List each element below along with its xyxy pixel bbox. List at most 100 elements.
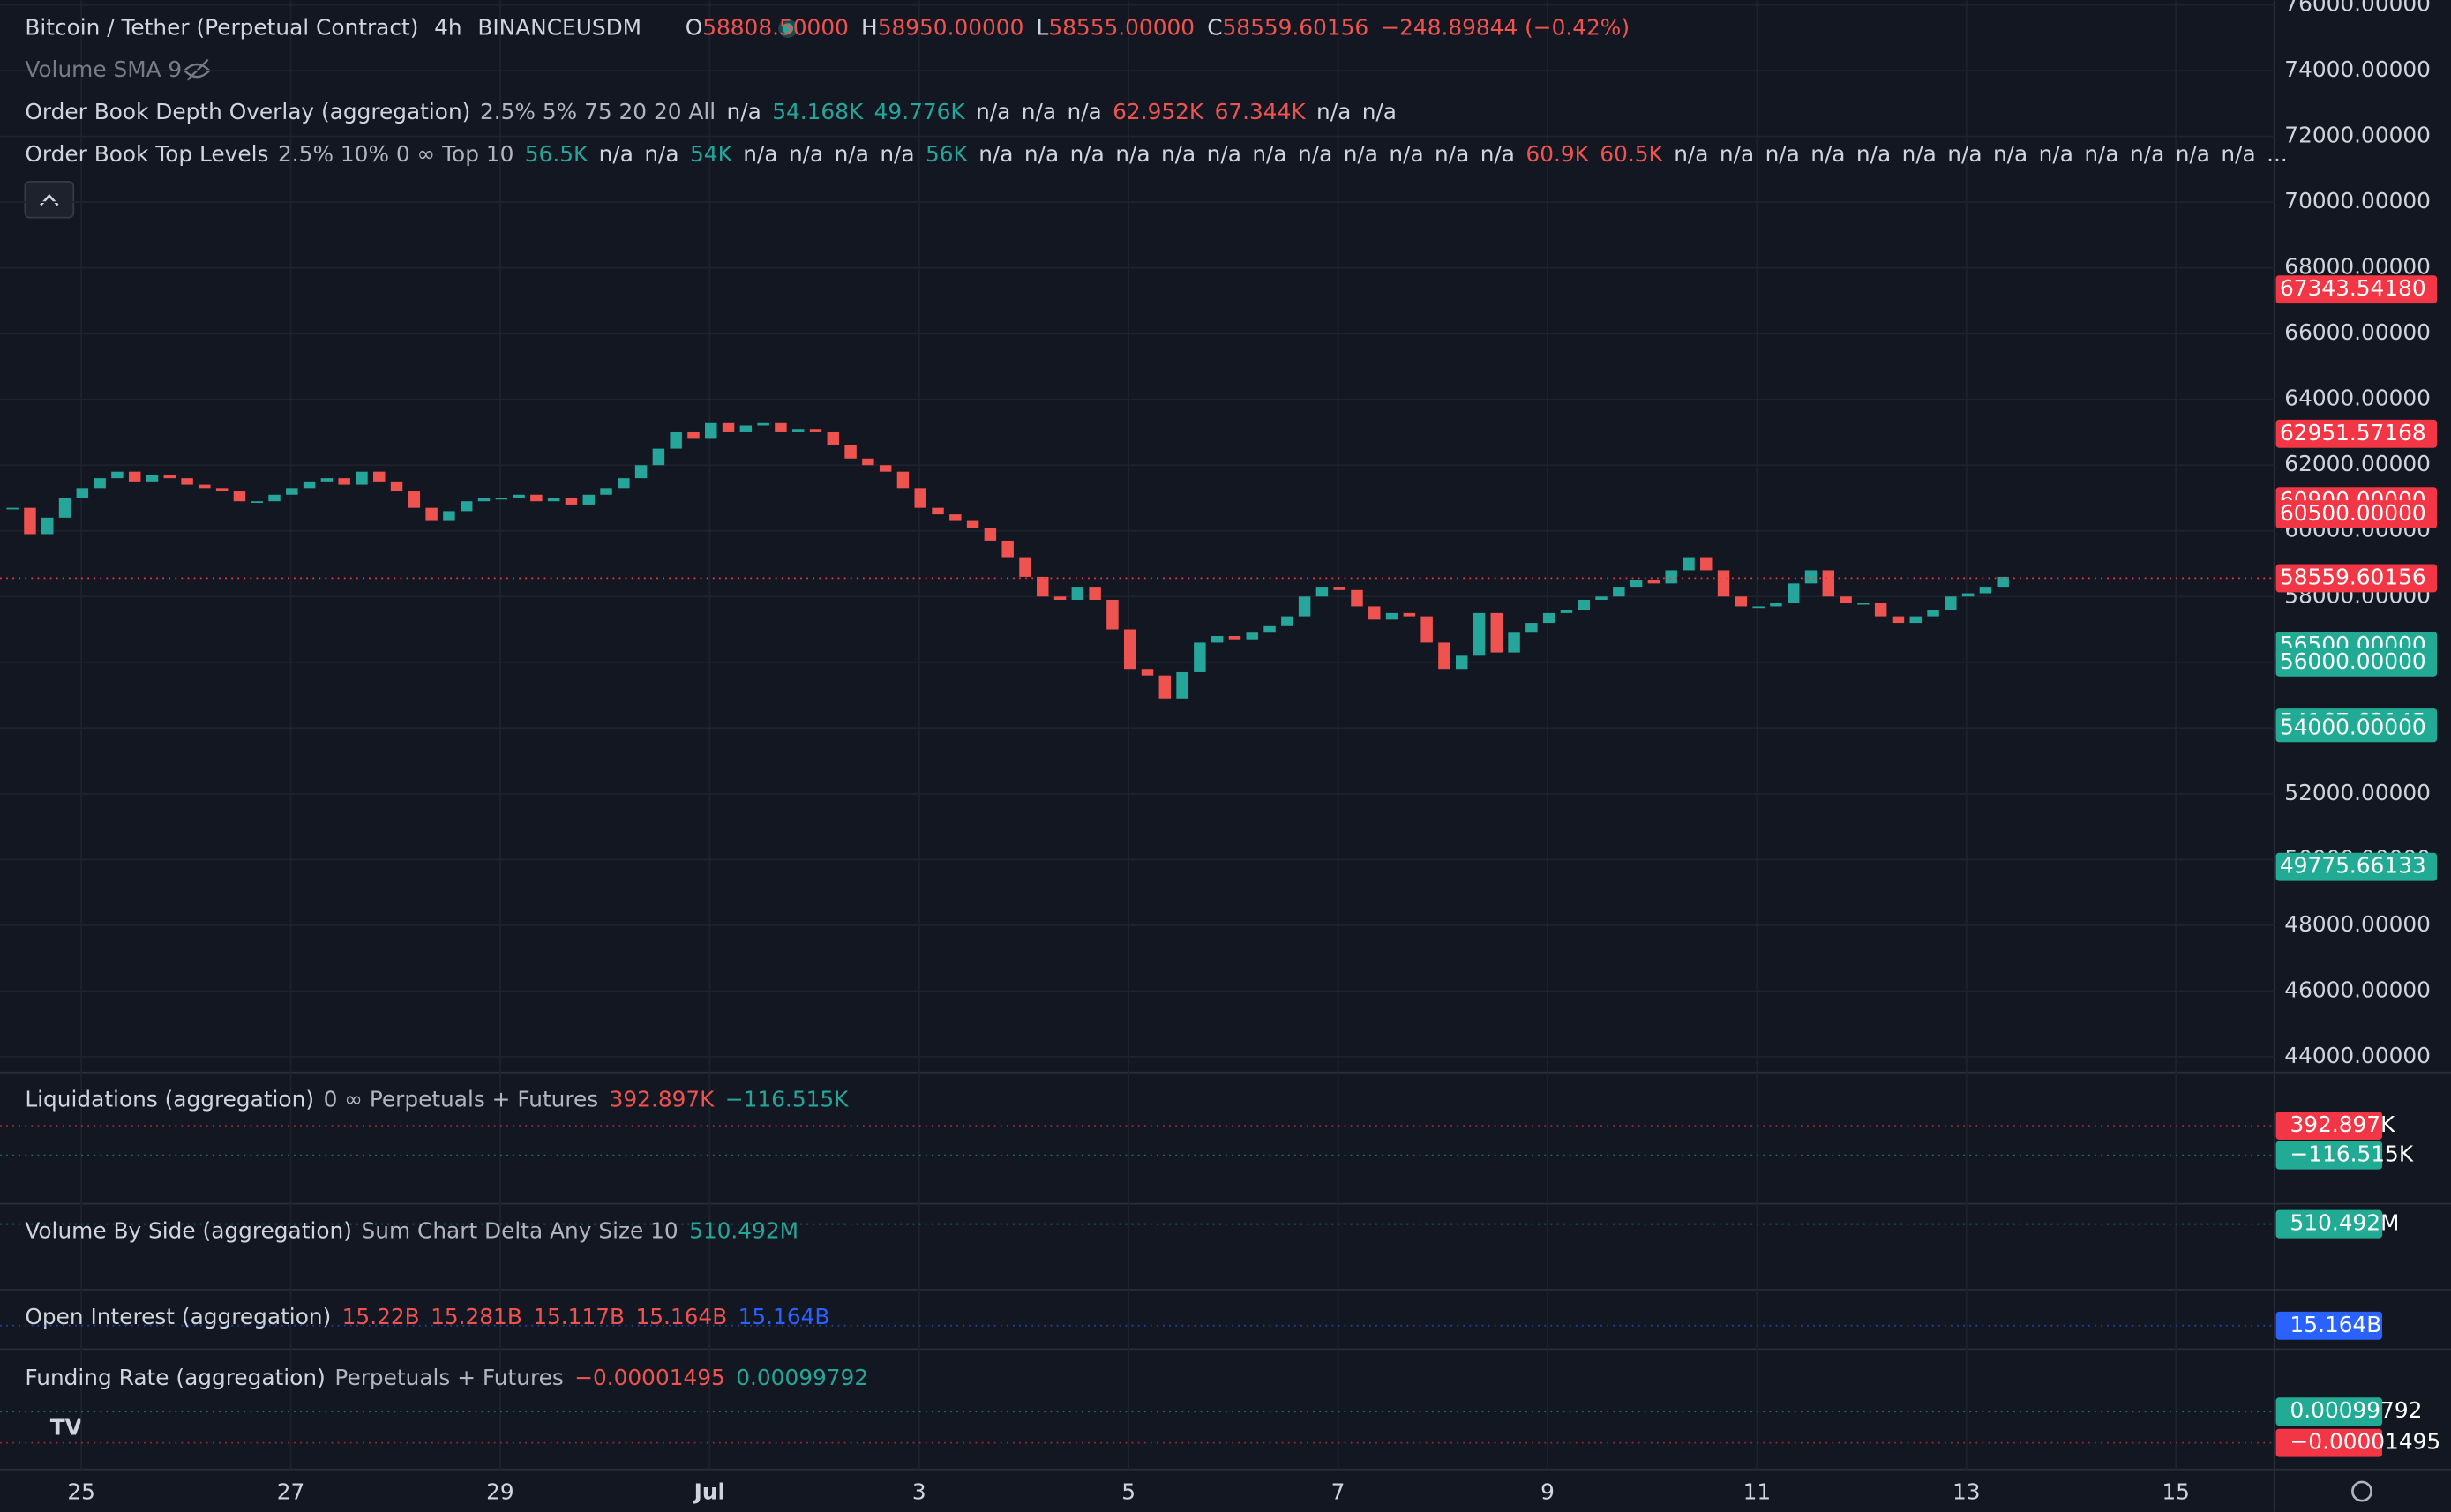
x-tick-label: 11	[1743, 1478, 1772, 1504]
candle	[215, 488, 229, 492]
x-tick-label: 7	[1331, 1478, 1345, 1504]
candle	[1019, 557, 1031, 577]
panel-value: −116.515K	[725, 1087, 849, 1112]
ohlc-value: 58950.00000	[878, 14, 1024, 40]
candle	[1909, 616, 1922, 624]
candle	[1822, 570, 1835, 597]
x-tick-label: 9	[1540, 1478, 1555, 1504]
y-tick-label: 74000.00000	[2284, 56, 2431, 82]
panel-value: 15.117B	[533, 1304, 625, 1329]
candle	[722, 422, 735, 432]
candle	[1874, 603, 1887, 617]
panel-params: Perpetuals + Futures	[334, 1365, 563, 1390]
candle	[757, 422, 769, 426]
x-tick-label: 29	[486, 1478, 514, 1504]
indicator-value: n/a	[880, 141, 914, 167]
candle	[1787, 583, 1800, 603]
panel-badge-label: 15.164B	[2290, 1312, 2382, 1337]
indicator-value: n/a	[1902, 141, 1937, 167]
panel-params: 0 ∞ Perpetuals + Futures	[324, 1087, 599, 1112]
indicator-value: n/a	[1435, 141, 1469, 167]
y-tick-label: 76000.00000	[2284, 0, 2431, 17]
panel-value: 15.164B	[738, 1304, 830, 1329]
panel-badge-label: 392.897K	[2290, 1112, 2396, 1137]
ohlc-value: 58559.60156	[1223, 14, 1369, 40]
candle	[1857, 603, 1870, 605]
candle	[1961, 593, 1975, 597]
ohlc-label: H	[861, 14, 878, 40]
candle	[1997, 576, 2009, 588]
candle	[1053, 596, 1067, 600]
candle	[286, 488, 298, 495]
x-tick-label: Jul	[693, 1478, 725, 1504]
panel-badge	[2275, 1209, 2383, 1239]
candle	[146, 475, 159, 482]
candle	[128, 471, 141, 482]
candle	[1368, 606, 1381, 620]
candle	[791, 429, 805, 432]
candle	[1770, 603, 1782, 607]
candle	[827, 431, 840, 445]
candle	[390, 481, 403, 492]
indicator-value: 60.9K	[1525, 141, 1589, 167]
candle	[739, 425, 753, 432]
panel-badge-label: −0.00001495	[2290, 1429, 2441, 1455]
candle	[1071, 587, 1084, 600]
x-tick-label: 15	[2162, 1478, 2190, 1504]
candle	[1228, 635, 1241, 640]
y-tick-label: 48000.00000	[2284, 911, 2431, 937]
price-badge-label: 60500.00000	[2280, 500, 2426, 526]
x-tick-label: 5	[1121, 1478, 1136, 1504]
symbol: Bitcoin / Tether (Perpetual Contract)	[25, 14, 418, 40]
candle	[984, 528, 997, 541]
ohlc-label: O	[686, 14, 703, 40]
candle	[1700, 557, 1713, 571]
candle	[1315, 587, 1329, 597]
price-badge	[2275, 419, 2438, 448]
candle	[809, 429, 822, 432]
candle	[1455, 655, 1468, 670]
indicator-value: n/a	[2084, 141, 2118, 167]
candle	[1892, 616, 1905, 624]
candle	[705, 422, 717, 439]
y-tick-label: 70000.00000	[2284, 188, 2431, 213]
candle	[1403, 612, 1416, 617]
panel-name: Funding Rate (aggregation)	[25, 1365, 325, 1390]
candle	[1490, 612, 1503, 653]
candle	[24, 507, 36, 535]
candle	[1613, 587, 1625, 597]
candle	[425, 507, 438, 521]
candle	[320, 478, 334, 482]
indicator-value: n/a	[976, 99, 1010, 124]
candle	[373, 471, 386, 482]
candle	[1945, 596, 1957, 610]
collapse-button[interactable]	[24, 181, 75, 219]
indicator-value: n/a	[2221, 141, 2255, 167]
panel-legend: Volume By Side (aggregation) Sum Chart De…	[25, 1217, 798, 1243]
candle	[896, 471, 910, 489]
candle	[914, 488, 926, 508]
indicator-value: n/a	[1344, 141, 1378, 167]
candle	[443, 511, 455, 521]
panel-legend: Liquidations (aggregation) 0 ∞ Perpetuals…	[25, 1087, 849, 1112]
candle	[1351, 589, 1363, 607]
panel-value: 0.00099792	[736, 1365, 868, 1390]
logo: TV	[50, 1415, 83, 1441]
x-tick-label: 27	[277, 1478, 305, 1504]
candle	[1525, 623, 1538, 633]
settings-icon[interactable]	[2351, 1480, 2372, 1502]
panel-value: 392.897K	[610, 1087, 716, 1112]
indicator-value: n/a	[2176, 141, 2210, 167]
indicator-value: n/a	[789, 141, 823, 167]
indicator-legend: Order Book Top Levels 2.5% 10% 0 ∞ Top 10…	[25, 141, 2287, 167]
ohlc-label: C	[1207, 14, 1222, 40]
indicator-value: n/a	[978, 141, 1013, 167]
candle	[618, 478, 630, 489]
indicator-value: n/a	[1067, 99, 1101, 124]
candle	[41, 517, 54, 535]
candle	[670, 431, 682, 449]
candle	[1333, 587, 1345, 590]
candle	[495, 498, 508, 500]
